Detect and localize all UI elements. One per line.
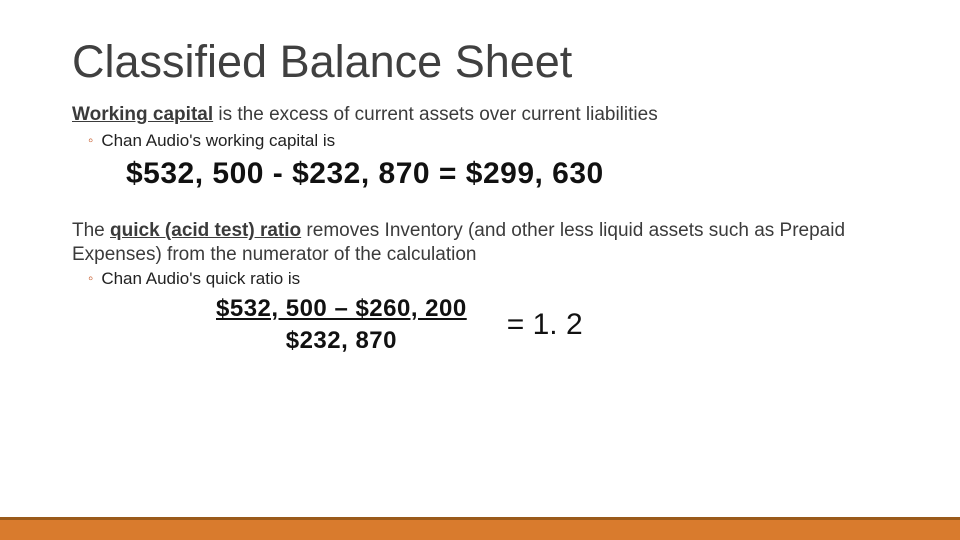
quick-ratio-bullet-text: Chan Audio's quick ratio is <box>101 269 300 288</box>
quick-ratio-definition-line2: Expenses) from the numerator of the calc… <box>72 243 888 267</box>
quick-ratio-term: quick (acid test) ratio <box>110 220 301 241</box>
bullet-icon: ◦ <box>88 270 93 287</box>
quick-ratio-fraction: $532, 500 – $260, 200 $232, 870 <box>212 295 471 355</box>
quick-ratio-bullet: ◦ Chan Audio's quick ratio is <box>88 269 888 289</box>
working-capital-bullet-text: Chan Audio's working capital is <box>101 131 335 150</box>
slide-title: Classified Balance Sheet <box>72 38 888 85</box>
working-capital-definition: Working capital is the excess of current… <box>72 103 888 127</box>
working-capital-bullet: ◦ Chan Audio's working capital is <box>88 131 888 151</box>
quick-ratio-equation: $532, 500 – $260, 200 $232, 870 = 1. 2 <box>212 295 888 355</box>
quick-ratio-numerator: $532, 500 – $260, 200 <box>212 295 471 325</box>
quick-ratio-denominator: $232, 870 <box>212 325 471 355</box>
slide-bottom-bar <box>0 520 960 540</box>
bullet-icon: ◦ <box>88 132 93 149</box>
quick-ratio-definition-line1: The quick (acid test) ratio removes Inve… <box>72 219 888 243</box>
slide-content: Classified Balance Sheet Working capital… <box>0 0 960 540</box>
working-capital-term: Working capital <box>72 104 213 125</box>
quick-ratio-post1: removes Inventory (and other less liquid… <box>301 220 845 241</box>
quick-ratio-pre: The <box>72 220 110 241</box>
working-capital-equation: $532, 500 - $232, 870 = $299, 630 <box>126 157 888 191</box>
quick-ratio-result: = 1. 2 <box>507 308 583 342</box>
working-capital-def-rest: is the excess of current assets over cur… <box>213 104 658 125</box>
